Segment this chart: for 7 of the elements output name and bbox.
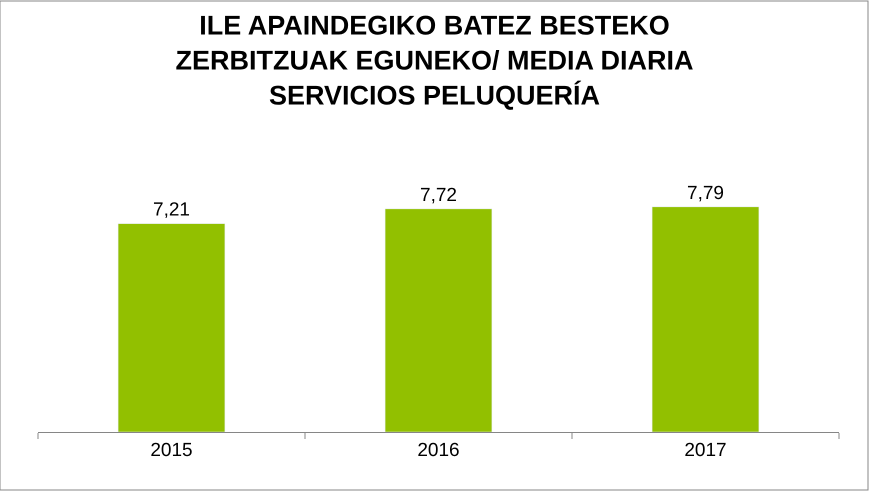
x-tick-label: 2017 [684, 440, 727, 461]
x-tick-label: 2015 [150, 440, 193, 461]
x-tick-label: 2016 [417, 440, 460, 461]
chart-title: ILE APAINDEGIKO BATEZ BESTEKO ZERBITZUAK EGUNEKO/ MEDIA DIARIA SERVICIOS PELUQUERÍA [176, 10, 694, 111]
data-label: 7,21 [153, 200, 190, 221]
data-label: 7,79 [687, 182, 724, 204]
data-label: 7,72 [420, 184, 457, 206]
